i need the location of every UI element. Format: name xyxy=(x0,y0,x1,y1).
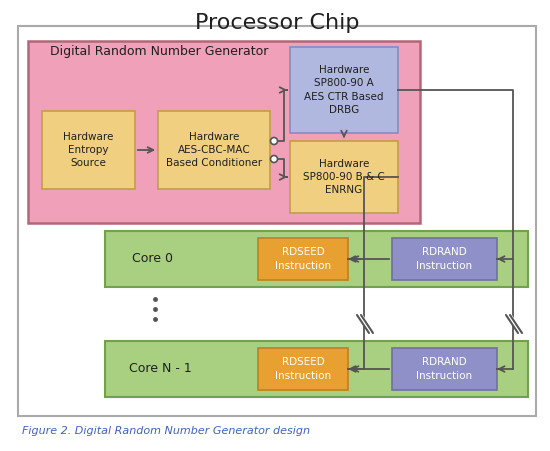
FancyBboxPatch shape xyxy=(392,348,497,390)
Text: Hardware
Entropy
Source: Hardware Entropy Source xyxy=(63,132,114,168)
Text: Processor Chip: Processor Chip xyxy=(195,13,359,33)
FancyBboxPatch shape xyxy=(42,111,135,189)
Text: Hardware
AES-CBC-MAC
Based Conditioner: Hardware AES-CBC-MAC Based Conditioner xyxy=(166,132,262,168)
FancyBboxPatch shape xyxy=(258,238,348,280)
Text: RDRAND
Instruction: RDRAND Instruction xyxy=(416,248,472,271)
FancyBboxPatch shape xyxy=(18,26,536,416)
Text: Hardware
SP800-90 B & C
ENRNG: Hardware SP800-90 B & C ENRNG xyxy=(303,159,385,195)
FancyBboxPatch shape xyxy=(392,238,497,280)
FancyBboxPatch shape xyxy=(158,111,270,189)
Text: Hardware
SP800-90 A
AES CTR Based
DRBG: Hardware SP800-90 A AES CTR Based DRBG xyxy=(304,65,384,115)
Circle shape xyxy=(271,138,278,144)
FancyBboxPatch shape xyxy=(105,341,528,397)
FancyBboxPatch shape xyxy=(28,41,420,223)
Text: Digital Random Number Generator: Digital Random Number Generator xyxy=(50,45,268,57)
FancyBboxPatch shape xyxy=(258,348,348,390)
Text: RDSEED
Instruction: RDSEED Instruction xyxy=(275,357,331,381)
Text: RDSEED
Instruction: RDSEED Instruction xyxy=(275,248,331,271)
FancyBboxPatch shape xyxy=(105,231,528,287)
FancyBboxPatch shape xyxy=(290,141,398,213)
Text: Core N - 1: Core N - 1 xyxy=(129,363,191,376)
Text: RDRAND
Instruction: RDRAND Instruction xyxy=(416,357,472,381)
FancyBboxPatch shape xyxy=(290,47,398,133)
Circle shape xyxy=(271,156,278,162)
Text: Core 0: Core 0 xyxy=(133,253,173,266)
Text: Figure 2. Digital Random Number Generator design: Figure 2. Digital Random Number Generato… xyxy=(22,426,310,436)
